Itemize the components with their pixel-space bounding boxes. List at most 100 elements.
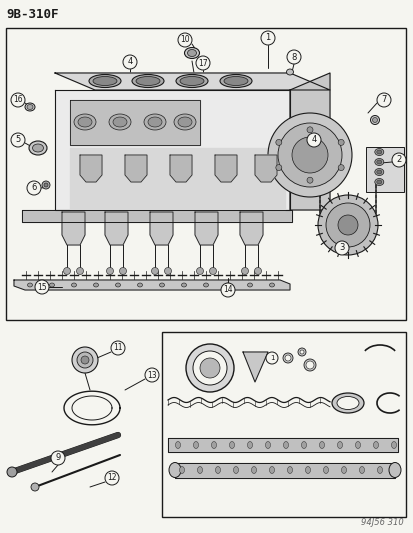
Polygon shape bbox=[289, 73, 329, 210]
Ellipse shape bbox=[225, 283, 230, 287]
Circle shape bbox=[221, 283, 235, 297]
Ellipse shape bbox=[137, 283, 142, 287]
Ellipse shape bbox=[223, 77, 247, 85]
Ellipse shape bbox=[376, 170, 381, 174]
Circle shape bbox=[164, 268, 171, 274]
Ellipse shape bbox=[42, 181, 50, 189]
Text: 1: 1 bbox=[265, 34, 270, 43]
Text: 8: 8 bbox=[291, 52, 296, 61]
Circle shape bbox=[196, 268, 203, 274]
Polygon shape bbox=[170, 155, 192, 182]
Circle shape bbox=[303, 359, 315, 371]
Polygon shape bbox=[195, 212, 218, 245]
Circle shape bbox=[11, 133, 25, 147]
Text: 15: 15 bbox=[37, 282, 47, 292]
Ellipse shape bbox=[265, 441, 270, 448]
Ellipse shape bbox=[178, 117, 192, 127]
Ellipse shape bbox=[74, 114, 96, 130]
Circle shape bbox=[11, 93, 25, 107]
Ellipse shape bbox=[283, 441, 288, 448]
Circle shape bbox=[267, 113, 351, 197]
Ellipse shape bbox=[50, 283, 55, 287]
Ellipse shape bbox=[377, 466, 382, 473]
Circle shape bbox=[77, 352, 93, 368]
Circle shape bbox=[337, 165, 343, 171]
Polygon shape bbox=[14, 280, 289, 290]
Circle shape bbox=[299, 350, 303, 354]
Bar bbox=[161, 332, 405, 517]
Circle shape bbox=[145, 368, 159, 382]
Ellipse shape bbox=[78, 117, 92, 127]
Ellipse shape bbox=[269, 466, 274, 473]
Ellipse shape bbox=[144, 114, 166, 130]
Ellipse shape bbox=[215, 466, 220, 473]
Text: 4: 4 bbox=[311, 135, 316, 144]
Ellipse shape bbox=[109, 114, 131, 130]
Text: 12: 12 bbox=[107, 473, 116, 482]
Text: 9B-310F: 9B-310F bbox=[6, 8, 58, 21]
Ellipse shape bbox=[93, 283, 98, 287]
Ellipse shape bbox=[391, 441, 396, 448]
Ellipse shape bbox=[136, 77, 159, 85]
Circle shape bbox=[76, 268, 83, 274]
Ellipse shape bbox=[27, 283, 33, 287]
Ellipse shape bbox=[341, 466, 346, 473]
Circle shape bbox=[27, 181, 41, 195]
Circle shape bbox=[306, 133, 320, 147]
Ellipse shape bbox=[197, 466, 202, 473]
Ellipse shape bbox=[203, 283, 208, 287]
Circle shape bbox=[106, 268, 113, 274]
Bar bbox=[6, 28, 405, 320]
Text: 1: 1 bbox=[269, 355, 273, 361]
Circle shape bbox=[185, 344, 233, 392]
Ellipse shape bbox=[173, 114, 195, 130]
Ellipse shape bbox=[376, 150, 381, 154]
Text: 14: 14 bbox=[223, 286, 232, 295]
Ellipse shape bbox=[376, 160, 381, 164]
Polygon shape bbox=[125, 155, 147, 182]
Circle shape bbox=[195, 56, 209, 70]
Polygon shape bbox=[70, 100, 199, 145]
Ellipse shape bbox=[71, 283, 76, 287]
Ellipse shape bbox=[169, 463, 180, 478]
Text: 4: 4 bbox=[127, 58, 132, 67]
Ellipse shape bbox=[286, 69, 293, 75]
Ellipse shape bbox=[89, 75, 121, 87]
Polygon shape bbox=[150, 212, 173, 245]
Circle shape bbox=[72, 347, 98, 373]
Circle shape bbox=[286, 50, 300, 64]
Circle shape bbox=[192, 351, 226, 385]
Polygon shape bbox=[105, 212, 128, 245]
Ellipse shape bbox=[287, 466, 292, 473]
Circle shape bbox=[337, 215, 357, 235]
Text: 9: 9 bbox=[55, 454, 60, 463]
Circle shape bbox=[282, 353, 292, 363]
Ellipse shape bbox=[147, 117, 161, 127]
Ellipse shape bbox=[219, 75, 252, 87]
Text: 16: 16 bbox=[13, 95, 23, 104]
Text: 17: 17 bbox=[198, 59, 207, 68]
Circle shape bbox=[51, 451, 65, 465]
Circle shape bbox=[325, 203, 369, 247]
Circle shape bbox=[317, 195, 377, 255]
Text: 7: 7 bbox=[380, 95, 386, 104]
Polygon shape bbox=[168, 438, 397, 452]
Ellipse shape bbox=[29, 141, 47, 155]
Ellipse shape bbox=[323, 466, 328, 473]
Ellipse shape bbox=[319, 441, 324, 448]
Circle shape bbox=[123, 55, 137, 69]
Text: 10: 10 bbox=[180, 36, 189, 44]
Polygon shape bbox=[240, 212, 262, 245]
Ellipse shape bbox=[374, 179, 383, 185]
Polygon shape bbox=[214, 155, 236, 182]
Circle shape bbox=[306, 127, 312, 133]
Ellipse shape bbox=[187, 50, 196, 56]
Ellipse shape bbox=[44, 183, 48, 187]
Ellipse shape bbox=[374, 168, 383, 175]
Ellipse shape bbox=[269, 283, 274, 287]
Ellipse shape bbox=[337, 441, 342, 448]
Text: 13: 13 bbox=[147, 370, 157, 379]
Circle shape bbox=[81, 356, 89, 364]
Ellipse shape bbox=[179, 466, 184, 473]
Circle shape bbox=[275, 165, 281, 171]
